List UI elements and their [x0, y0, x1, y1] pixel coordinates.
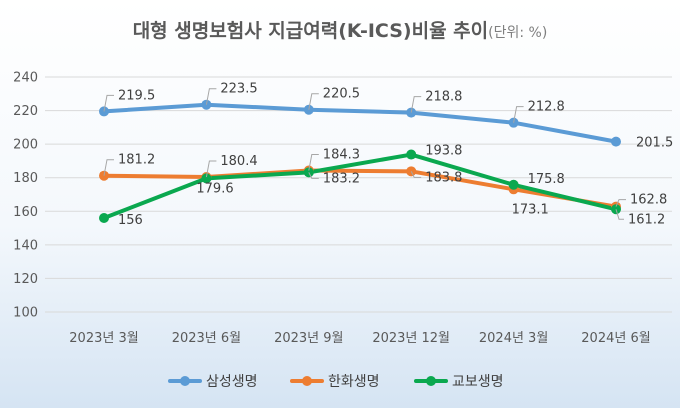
series-line-3 — [102, 152, 618, 220]
legend-marker-1 — [180, 376, 190, 386]
data-label-s1: 218.8 — [425, 90, 462, 105]
series-line-2 — [102, 168, 618, 209]
data-label-leader — [615, 209, 624, 220]
data-point-s3 — [201, 173, 212, 184]
y-tick-label: 120 — [13, 272, 38, 287]
data-label-leader — [308, 93, 319, 110]
data-label-s3: 183.2 — [323, 171, 360, 186]
y-tick-label: 200 — [13, 138, 38, 153]
chart-title-main: 대형 생명보험사 지급여력(K-ICS)비율 추이 — [132, 20, 489, 42]
data-label-s3: 175.8 — [528, 172, 565, 187]
data-label-leader — [308, 172, 319, 179]
data-label-leader — [308, 153, 319, 171]
y-tick-label: 180 — [13, 171, 38, 186]
legend-label-1: 삼성생명 — [206, 374, 258, 390]
data-label-leader — [615, 199, 626, 207]
data-label-s1: 219.5 — [118, 88, 155, 103]
x-tick-label: 2024년 3월 — [479, 331, 548, 346]
data-label-s2: 173.1 — [512, 202, 549, 217]
data-label-s2: 180.4 — [220, 154, 257, 169]
data-label-leader — [103, 159, 114, 176]
data-label-s1: 201.5 — [636, 136, 673, 151]
data-label-s2: 183.8 — [425, 170, 462, 185]
data-label-leader — [513, 106, 524, 123]
legend-label-3: 교보생명 — [452, 374, 504, 390]
legend-marker-2 — [302, 376, 312, 386]
y-tick-label: 220 — [13, 104, 38, 119]
data-point-s1 — [611, 136, 621, 147]
chart-title-unit: (단위: %) — [488, 25, 548, 41]
data-label-s1: 220.5 — [323, 87, 360, 102]
data-label-leader — [103, 94, 114, 112]
chart-title: 대형 생명보험사 지급여력(K-ICS)비율 추이(단위: %) — [0, 16, 680, 43]
legend-label-2: 한화생명 — [328, 374, 380, 390]
data-label-leader — [410, 171, 422, 178]
data-point-s3 — [406, 149, 417, 160]
y-tick-label: 100 — [13, 306, 38, 321]
y-tick-label: 160 — [13, 205, 38, 220]
y-tick-label: 240 — [13, 71, 38, 86]
y-tick-label: 140 — [13, 238, 38, 253]
data-label-leader — [205, 88, 217, 105]
data-label-s3: 193.8 — [425, 144, 462, 159]
data-point-s3 — [508, 179, 519, 190]
data-label-s1: 223.5 — [220, 82, 257, 97]
x-tick-label: 2023년 3월 — [69, 331, 138, 346]
data-label-s2: 181.2 — [118, 153, 155, 168]
data-label-leader — [205, 160, 217, 178]
data-label-s3: 161.2 — [628, 212, 665, 227]
x-tick-label: 2023년 6월 — [172, 331, 241, 346]
data-point-s3 — [99, 213, 109, 223]
x-tick-label: 2023년 12월 — [372, 331, 450, 346]
data-label-s3: 179.6 — [196, 181, 233, 196]
x-tick-label: 2024년 6월 — [581, 331, 650, 346]
data-label-s2: 162.8 — [630, 193, 667, 208]
x-tick-label: 2023년 9월 — [274, 331, 343, 346]
series-line-1 — [102, 102, 618, 144]
data-label-leader — [410, 96, 422, 113]
legend-marker-3 — [426, 376, 436, 386]
data-label-s3: 156 — [118, 213, 143, 228]
data-label-s1: 212.8 — [528, 100, 565, 115]
data-label-s2: 184.3 — [323, 147, 360, 162]
